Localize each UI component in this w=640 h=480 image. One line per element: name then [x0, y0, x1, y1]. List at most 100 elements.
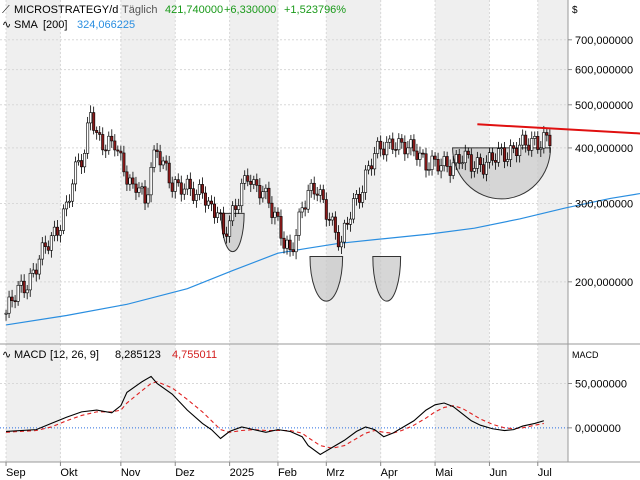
- candle-up: [197, 184, 201, 195]
- x-tick-label: 2025: [230, 467, 254, 479]
- signal-value: 4,755011: [172, 349, 217, 361]
- month-band: [229, 0, 278, 344]
- candle-up: [37, 258, 41, 275]
- candle-up: [442, 156, 446, 167]
- candle-up: [306, 190, 310, 210]
- sma-line: [5, 192, 640, 326]
- candle-up: [500, 147, 504, 149]
- x-tick-label: Mai: [435, 467, 453, 479]
- candle-up: [454, 154, 458, 164]
- x-tick-label: Okt: [60, 467, 77, 479]
- month-bands: [6, 0, 568, 462]
- candle-down: [203, 192, 207, 206]
- signal-line: [6, 381, 544, 449]
- month-band: [326, 344, 381, 462]
- x-tick-label: Jul: [538, 467, 552, 479]
- candle-down: [225, 233, 229, 237]
- x-tick-label: Apr: [381, 467, 398, 479]
- candle-up: [206, 200, 210, 206]
- candle-down: [116, 149, 120, 152]
- candle-up: [49, 235, 53, 251]
- candle-down: [345, 222, 349, 225]
- candle-down: [167, 162, 171, 184]
- candle-down: [321, 189, 325, 200]
- candle-up: [243, 175, 247, 184]
- candle-up: [530, 138, 534, 151]
- candle-up: [216, 212, 220, 218]
- sma-label: SMA: [14, 19, 39, 31]
- candle-up: [71, 183, 75, 202]
- candle-down: [279, 216, 283, 239]
- candle-down: [249, 180, 253, 185]
- candle-up: [409, 139, 413, 149]
- candle-up: [137, 187, 141, 193]
- candle-down: [176, 179, 180, 184]
- cup-pattern: [309, 256, 344, 302]
- candle-up: [140, 186, 144, 189]
- macd-params: [12, 26, 9]: [50, 349, 99, 361]
- month-band: [6, 344, 61, 462]
- resistance-line: [477, 123, 640, 135]
- candle-down: [34, 269, 38, 275]
- candle-up: [361, 192, 365, 203]
- candle-up: [4, 312, 8, 315]
- candle-down: [466, 150, 470, 155]
- candle-up: [58, 230, 62, 236]
- legend-period: Täglich: [122, 4, 157, 16]
- candle-up: [451, 162, 455, 176]
- candle-down: [515, 148, 519, 156]
- candle-down: [179, 182, 183, 195]
- candle-up: [542, 132, 546, 149]
- candle-down: [219, 212, 223, 215]
- candle-up: [385, 141, 389, 156]
- candle-up: [475, 157, 479, 169]
- candle-down: [469, 154, 473, 172]
- legend-symbol-icon: ⟋: [2, 4, 10, 16]
- candle-down: [246, 175, 250, 182]
- cup-pattern: [372, 256, 402, 302]
- macd-legend: ∿ MACD [12, 26, 9] 8,285123 4,755011 MAC…: [2, 349, 599, 361]
- candle-up: [300, 207, 304, 213]
- candle-down: [412, 139, 416, 152]
- y-tick-label: 300,000000: [575, 198, 633, 210]
- sma-param: [200]: [43, 19, 67, 31]
- candle-down: [125, 171, 129, 185]
- candle-up: [348, 218, 352, 225]
- candle-down: [200, 184, 204, 194]
- candle-up: [173, 179, 177, 192]
- candle-down: [391, 138, 395, 150]
- x-tick-label: Mrz: [326, 467, 344, 479]
- candle-up: [16, 284, 20, 302]
- x-tick-label: Dez: [175, 467, 195, 479]
- candle-up: [61, 208, 65, 231]
- candle-up: [40, 242, 44, 260]
- price-legend: ⟋ MICROSTRATEGY/d Täglich 421,740000 +6,…: [2, 4, 578, 31]
- candle-up: [152, 149, 156, 168]
- candle-down: [113, 140, 117, 151]
- candle-up: [77, 160, 81, 163]
- y-tick-label: 200,000000: [575, 277, 633, 289]
- candle-down: [524, 134, 528, 146]
- candle-down: [548, 134, 552, 147]
- candle-up: [318, 189, 322, 196]
- candle-up: [497, 148, 501, 163]
- candle-down: [312, 182, 316, 195]
- macd-label: MACD: [14, 349, 46, 361]
- candle-down: [234, 205, 238, 210]
- candle-up: [539, 147, 543, 150]
- candle-down: [188, 178, 192, 189]
- candle-up: [67, 200, 71, 203]
- candle-down: [282, 237, 286, 249]
- candle-down: [143, 186, 147, 204]
- candle-down: [95, 130, 99, 133]
- price-marks: [4, 105, 640, 326]
- candle-down: [400, 138, 404, 143]
- candle-down: [155, 149, 159, 152]
- x-tick-label: Feb: [278, 467, 297, 479]
- candle-down: [267, 187, 271, 204]
- y-tick-label: 700,000000: [575, 35, 633, 47]
- candle-up: [297, 211, 301, 236]
- candle-up: [521, 134, 525, 146]
- candle-up: [472, 168, 476, 172]
